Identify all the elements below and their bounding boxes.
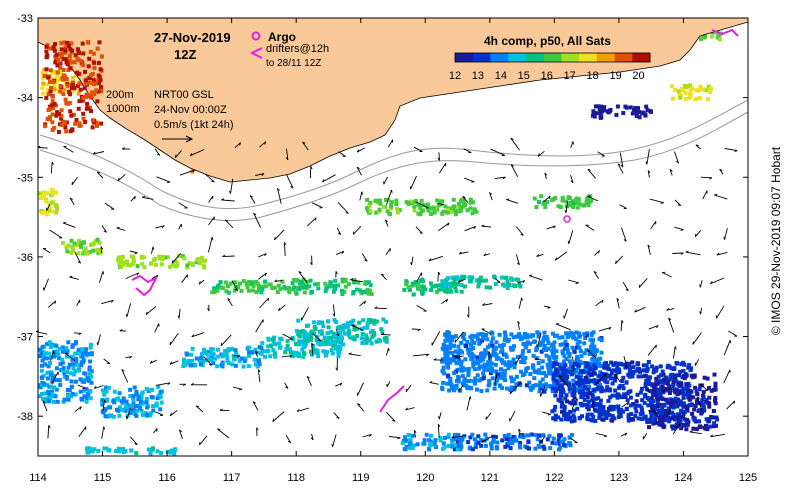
colorbar-tick-label: 17: [564, 70, 576, 82]
y-tick-label: -38: [17, 411, 33, 423]
x-tick-label: 115: [94, 472, 112, 484]
x-tick-label: 114: [29, 472, 47, 484]
altimetry-date-label: 24-Nov 00:00Z: [154, 104, 227, 116]
date-label: 27-Nov-2019: [154, 30, 231, 45]
argo-label: Argo: [268, 30, 296, 44]
colorbar-tick-label: 13: [472, 70, 484, 82]
y-tick-label: -35: [17, 172, 33, 184]
y-tick-label: -34: [17, 93, 33, 105]
scale-label: 0.5m/s (1kt 24h): [154, 119, 233, 131]
x-tick-label: 124: [674, 472, 692, 484]
current-arrows: [35, 137, 738, 448]
colorbar-segment: [490, 53, 509, 62]
copyright-notice: © IMOS 29-Nov-2019 09:07 Hobart: [766, 10, 786, 472]
x-tick-label: 121: [481, 472, 499, 484]
drifter-track: [379, 385, 405, 413]
colorbar-tick-label: 15: [518, 70, 530, 82]
colorbar: 12 13 14 15 16 17 18 19 20: [449, 52, 651, 82]
y-tick-label: -37: [17, 332, 33, 344]
colorbar-segment: [543, 53, 562, 62]
colorbar-segment: [596, 53, 616, 62]
map-frame: [37, 17, 749, 457]
colorbar-tick-label: 16: [541, 70, 553, 82]
axis-ticks: 114 115 116 117 118 119 120 121 122 123 124 125 -33 -…: [17, 13, 757, 484]
colorbar-segment: [632, 53, 651, 62]
x-tick-label: 116: [158, 472, 176, 484]
colorbar-tick-label: 18: [586, 70, 598, 82]
x-tick-label: 120: [416, 472, 434, 484]
x-tick-label: 118: [287, 472, 305, 484]
x-tick-label: 117: [223, 472, 241, 484]
isobath-1000-label: 1000m: [106, 103, 140, 115]
colorbar-segment: [614, 53, 633, 62]
drifters-sub-label: to 28/11 12Z: [266, 58, 321, 69]
drifter-track: [131, 274, 159, 297]
colorbar-tick-label: 14: [495, 70, 507, 82]
argo-float: [563, 215, 571, 223]
isobath-contours: [39, 99, 749, 222]
isobath-200-label: 200m: [106, 89, 134, 101]
time-label: 12Z: [174, 47, 196, 62]
colorbar-segment: [472, 53, 491, 62]
x-tick-label: 123: [610, 472, 628, 484]
product-title: 4h comp, p50, All Sats: [484, 34, 611, 48]
y-tick-label: -36: [17, 252, 33, 264]
colorbar-segment: [579, 53, 598, 62]
colorbar-segment: [508, 53, 527, 62]
colorbar-tick-label: 20: [632, 70, 644, 82]
colorbar-tick-label: 12: [449, 70, 461, 82]
colorbar-tick-label: 19: [609, 70, 621, 82]
colorbar-segment: [561, 53, 580, 62]
scale-arrow: [162, 135, 194, 143]
x-tick-label: 125: [739, 472, 757, 484]
drifters-label: drifters@12h: [266, 43, 329, 55]
drifter-track: [711, 28, 739, 37]
y-tick-label: -33: [17, 13, 33, 25]
colorbar-segment: [525, 53, 545, 62]
altimetry-label: NRT00 GSL: [154, 89, 214, 101]
copyright-text: © IMOS 29-Nov-2019 09:07 Hobart: [769, 146, 783, 336]
drifter-legend-icon: [249, 47, 263, 59]
drifter-markers: [131, 28, 739, 413]
colorbar-segment: [455, 53, 474, 62]
x-tick-label: 122: [545, 472, 563, 484]
x-tick-label: 119: [352, 472, 370, 484]
argo-legend-icon: [251, 31, 261, 41]
